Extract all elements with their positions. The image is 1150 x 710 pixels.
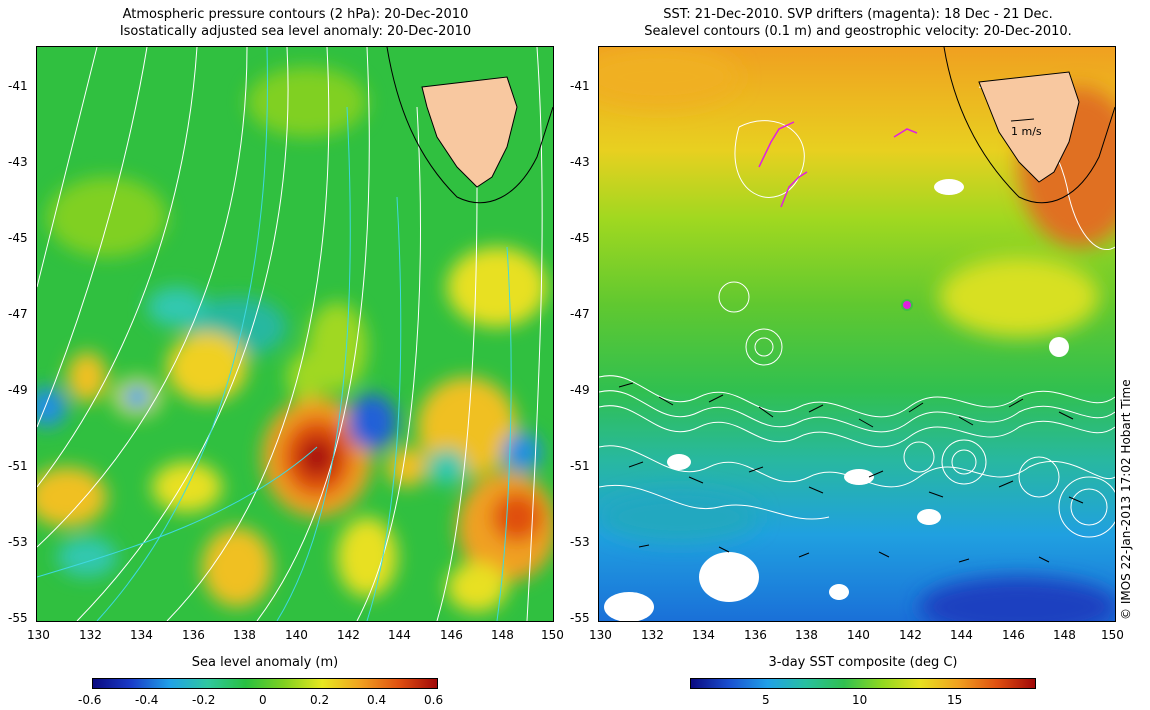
x-tick: 130 [589, 628, 612, 642]
right-title-line2: Sealevel contours (0.1 m) and geostrophi… [644, 24, 1072, 39]
cb-tick: -0.6 [78, 693, 102, 707]
cb-tick: 0 [259, 693, 267, 707]
cb-tick: 10 [852, 693, 868, 707]
x-tick: 138 [795, 628, 818, 642]
y-tick: -45 [8, 231, 28, 245]
sla-colorbar [92, 678, 438, 689]
shelf-contour [386, 47, 553, 204]
cloud-mask [604, 179, 1069, 621]
x-tick: 132 [79, 628, 102, 642]
left-title-line2: Isostatically adjusted sea level anomaly… [119, 24, 472, 39]
y-tick: -55 [8, 611, 28, 625]
left-panel-title: Atmospheric pressure contours (2 hPa): 2… [38, 6, 553, 40]
right-title-line1: SST: 21-Dec-2010. SVP drifters (magenta)… [663, 7, 1053, 22]
y-tick: -51 [8, 459, 28, 473]
sst-colorbar [690, 678, 1036, 689]
x-tick: 144 [950, 628, 973, 642]
sla-map-svg [37, 47, 553, 621]
x-tick: 130 [27, 628, 50, 642]
sla-colorbar-title: Sea level anomaly (m) [191, 655, 339, 670]
drifter-marker [901, 299, 913, 311]
x-tick: 134 [130, 628, 153, 642]
x-tick: 142 [899, 628, 922, 642]
cb-tick: 0.6 [424, 693, 444, 707]
sst-colorbar-title: 3-day SST composite (deg C) [768, 655, 958, 670]
shelf-contour [943, 47, 1115, 204]
x-tick: 150 [541, 628, 564, 642]
cb-tick: 5 [762, 693, 770, 707]
y-tick: -47 [8, 307, 28, 321]
pressure-contours [37, 47, 543, 621]
y-tick: -53 [570, 535, 590, 549]
x-tick: 142 [337, 628, 360, 642]
sea-level-anomaly-map [36, 46, 554, 622]
y-tick: -43 [570, 155, 590, 169]
y-tick: -49 [570, 383, 590, 397]
tasmania-land [421, 76, 518, 188]
tasmania-land [978, 71, 1080, 183]
sst-map-svg [599, 47, 1115, 621]
y-tick: -55 [570, 611, 590, 625]
cb-tick: -0.2 [192, 693, 216, 707]
x-tick: 136 [182, 628, 205, 642]
x-tick: 146 [1002, 628, 1025, 642]
left-title-line1: Atmospheric pressure contours (2 hPa): 2… [122, 7, 469, 22]
x-tick: 134 [692, 628, 715, 642]
x-tick: 132 [641, 628, 664, 642]
imos-credit: © IMOS 22-Jan-2013 17:02 Hobart Time [1119, 379, 1133, 620]
x-tick: 140 [285, 628, 308, 642]
y-tick: -41 [8, 79, 28, 93]
y-tick: -47 [570, 307, 590, 321]
velocity-scale-label: 1 m/s [1011, 125, 1042, 138]
sla-contours [37, 47, 512, 621]
cb-tick: -0.4 [135, 693, 159, 707]
x-tick: 136 [744, 628, 767, 642]
x-tick: 150 [1101, 628, 1124, 642]
right-panel-title: SST: 21-Dec-2010. SVP drifters (magenta)… [598, 6, 1118, 40]
x-tick: 146 [440, 628, 463, 642]
sealevel-contours [599, 86, 1115, 538]
cb-tick: 0.2 [310, 693, 330, 707]
y-tick: -49 [8, 383, 28, 397]
x-tick: 140 [847, 628, 870, 642]
x-tick: 138 [233, 628, 256, 642]
y-tick: -43 [8, 155, 28, 169]
y-tick: -45 [570, 231, 590, 245]
x-tick: 148 [1053, 628, 1076, 642]
y-tick: -53 [8, 535, 28, 549]
velocity-arrows [618, 382, 1084, 563]
y-tick: -41 [570, 79, 590, 93]
x-tick: 148 [491, 628, 514, 642]
sst-map: 1 m/s [598, 46, 1116, 622]
y-tick: -51 [570, 459, 590, 473]
svp-drifter-tracks [758, 121, 918, 208]
cb-tick: 15 [947, 693, 963, 707]
velocity-scale-arrow [1010, 118, 1035, 122]
cb-tick: 0.4 [367, 693, 387, 707]
x-tick: 144 [388, 628, 411, 642]
